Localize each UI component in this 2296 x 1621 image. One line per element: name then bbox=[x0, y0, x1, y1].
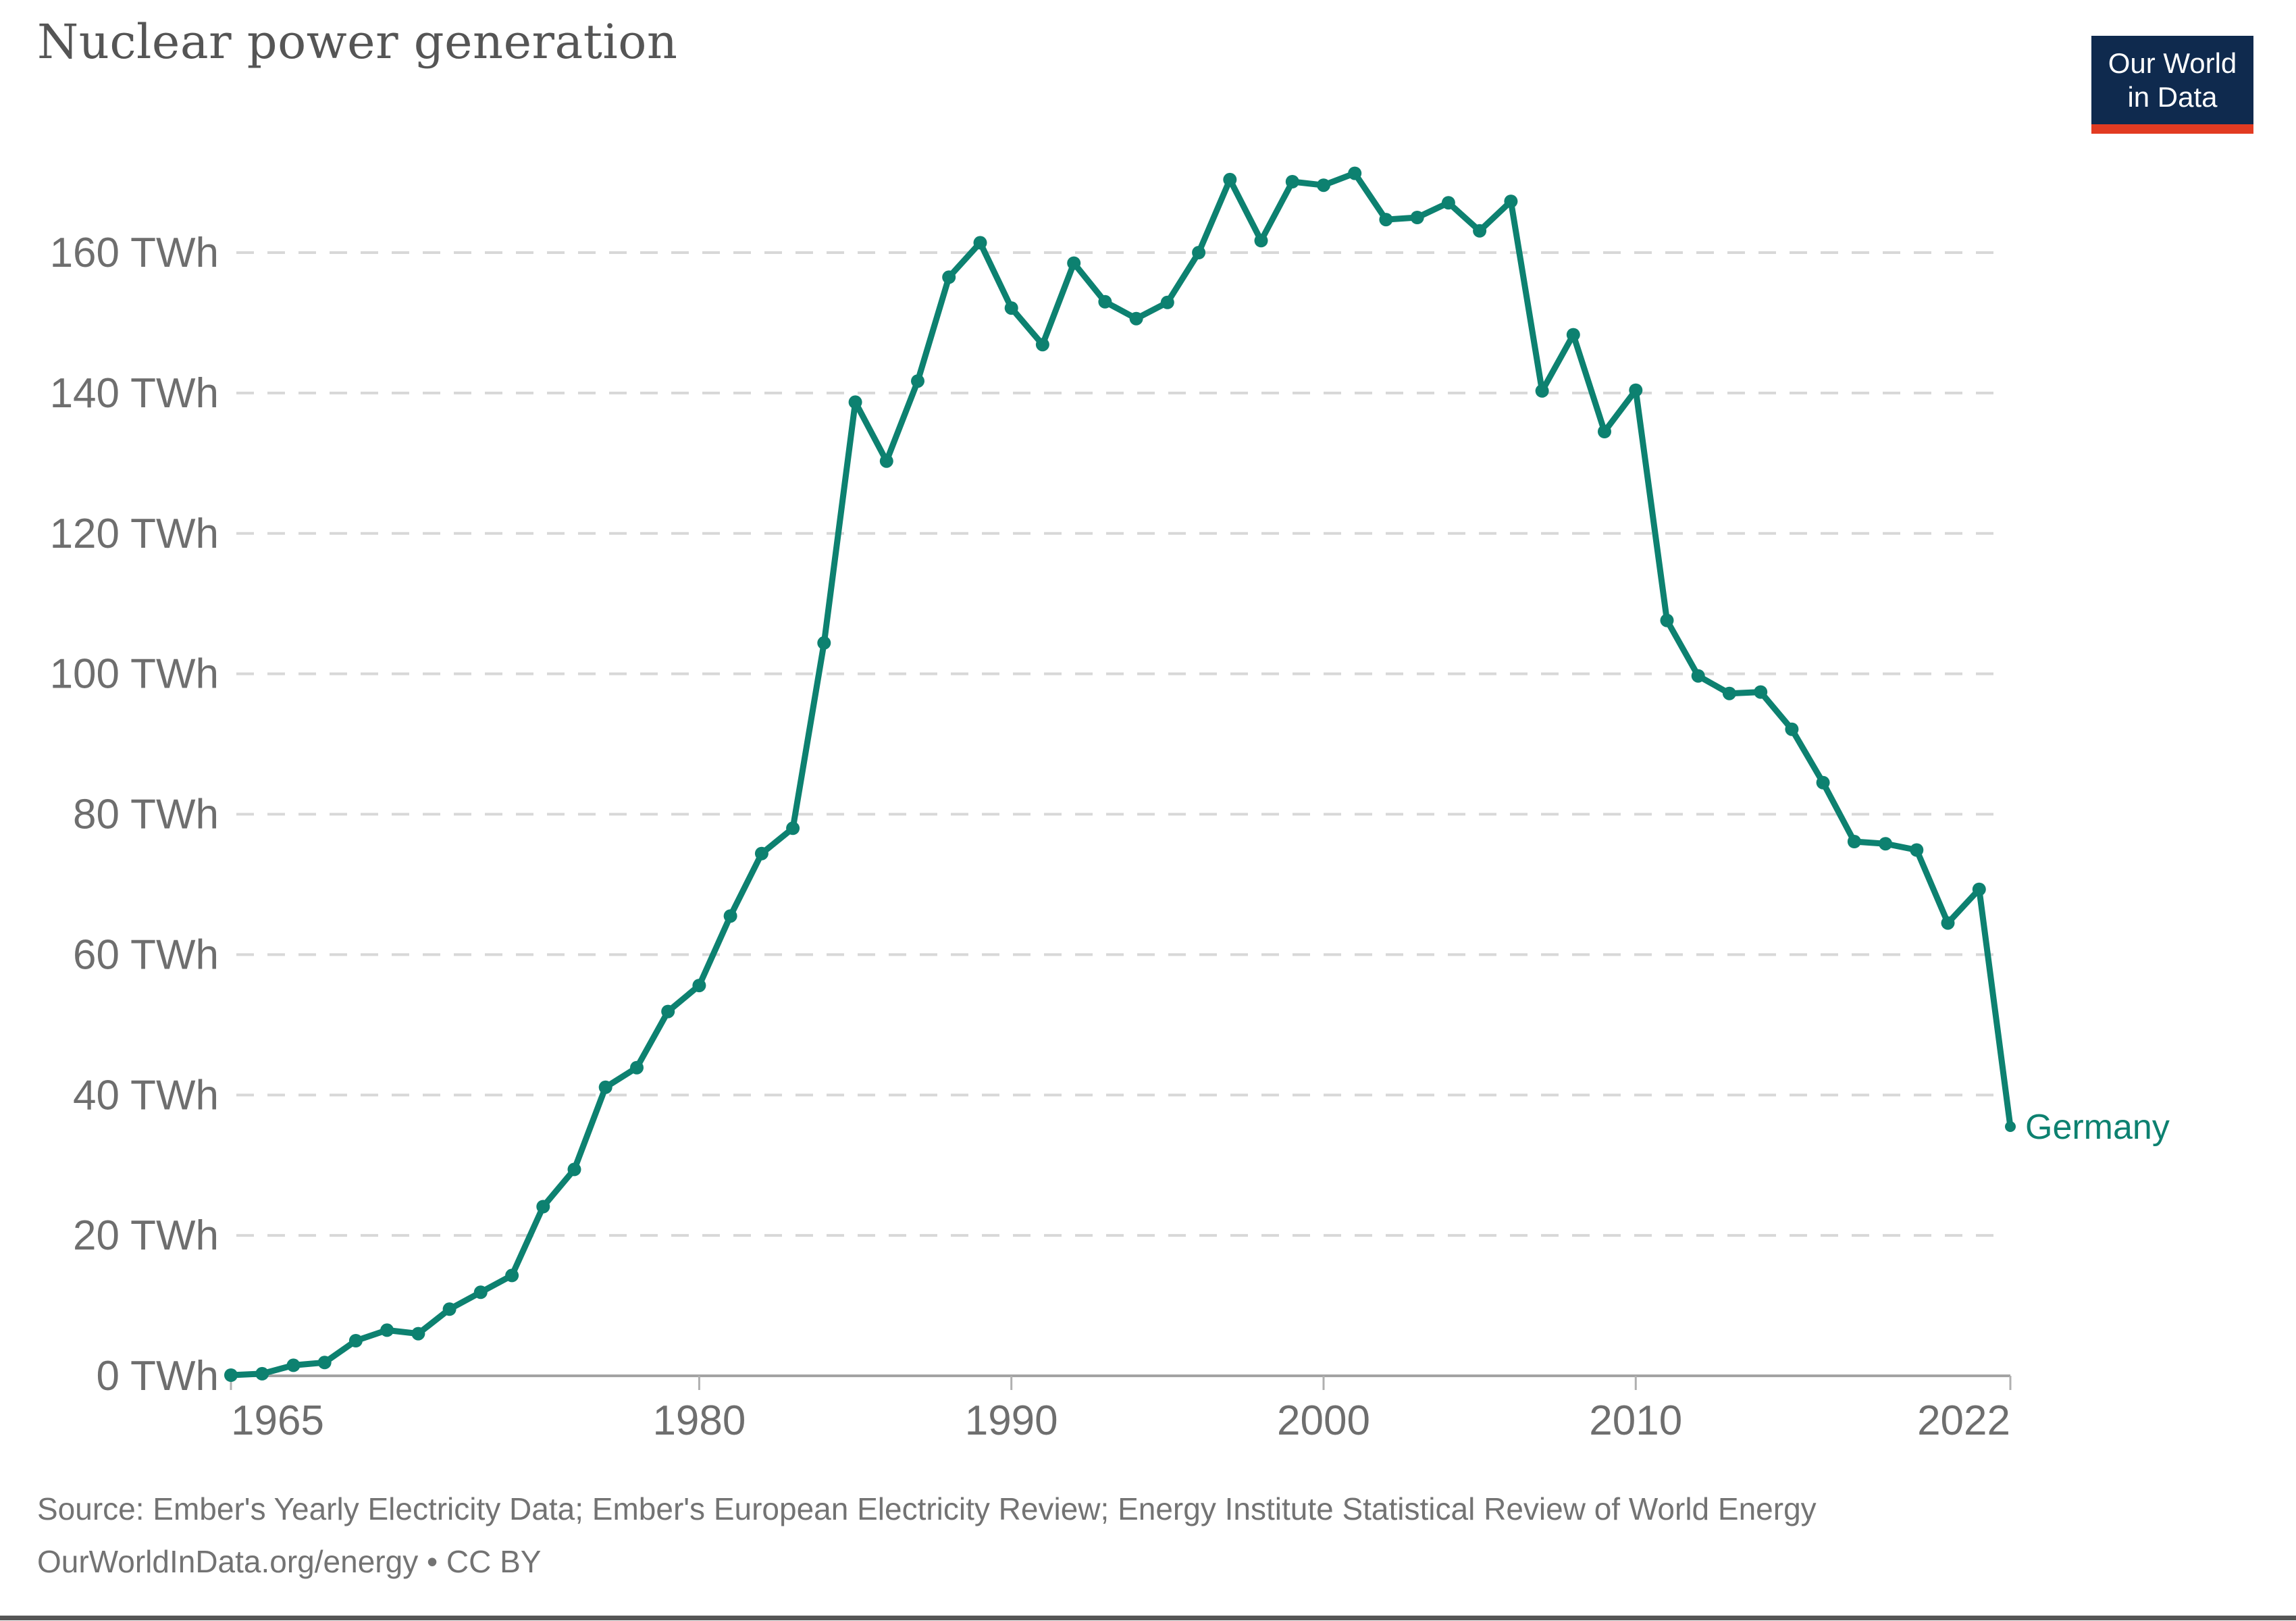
owid-logo-line1: Our World bbox=[2108, 47, 2237, 79]
y-tick-label: 100 TWh bbox=[50, 651, 219, 698]
data-point-2011[interactable] bbox=[1660, 613, 1674, 627]
data-point-2009[interactable] bbox=[1598, 425, 1611, 438]
data-point-2015[interactable] bbox=[1785, 722, 1799, 736]
data-point-2017[interactable] bbox=[1847, 835, 1861, 848]
data-point-1970[interactable] bbox=[380, 1323, 394, 1337]
data-point-2007[interactable] bbox=[1535, 384, 1549, 398]
x-tick-label: 1980 bbox=[652, 1397, 746, 1444]
data-point-2012[interactable] bbox=[1691, 669, 1705, 683]
data-point-2013[interactable] bbox=[1722, 686, 1736, 700]
data-point-2003[interactable] bbox=[1410, 211, 1424, 224]
series-end-label-germany[interactable]: Germany bbox=[2025, 1108, 2170, 1147]
owid-logo-text: Our World in Data bbox=[2091, 36, 2253, 124]
y-tick-label: 20 TWh bbox=[73, 1212, 219, 1259]
x-tick-label: 2000 bbox=[1277, 1397, 1370, 1444]
data-point-2006[interactable] bbox=[1504, 195, 1518, 209]
data-point-1999[interactable] bbox=[1285, 175, 1299, 188]
data-point-1987[interactable] bbox=[911, 374, 924, 388]
y-tick-label: 140 TWh bbox=[50, 370, 219, 417]
data-point-2008[interactable] bbox=[1566, 328, 1580, 342]
data-point-1969[interactable] bbox=[348, 1334, 363, 1347]
license-link[interactable]: OurWorldInData.org/energy • CC BY bbox=[37, 1544, 542, 1579]
page-title: Nuclear power generation bbox=[37, 14, 678, 70]
y-tick-label: 0 TWh bbox=[97, 1353, 219, 1399]
data-point-1997[interactable] bbox=[1223, 172, 1237, 186]
data-point-1986[interactable] bbox=[879, 454, 893, 468]
data-point-1980[interactable] bbox=[692, 979, 706, 993]
data-point-1989[interactable] bbox=[973, 236, 987, 250]
data-point-1977[interactable] bbox=[598, 1080, 612, 1094]
data-point-2014[interactable] bbox=[1754, 685, 1768, 699]
data-point-1976[interactable] bbox=[567, 1162, 581, 1177]
data-point-1978[interactable] bbox=[630, 1060, 644, 1075]
data-point-2018[interactable] bbox=[1879, 837, 1893, 851]
data-point-1992[interactable] bbox=[1067, 256, 1081, 270]
x-tick-label: 2022 bbox=[1917, 1397, 2010, 1444]
data-point-2001[interactable] bbox=[1348, 166, 1362, 180]
data-point-1998[interactable] bbox=[1254, 234, 1268, 248]
data-point-1991[interactable] bbox=[1035, 338, 1049, 352]
data-point-2022[interactable] bbox=[2005, 1121, 2016, 1132]
data-point-1993[interactable] bbox=[1098, 294, 1112, 309]
data-point-1974[interactable] bbox=[505, 1268, 519, 1283]
data-point-1981[interactable] bbox=[723, 909, 737, 923]
y-tick-label: 160 TWh bbox=[50, 230, 219, 276]
data-point-1994[interactable] bbox=[1129, 311, 1143, 326]
data-point-1983[interactable] bbox=[786, 821, 800, 835]
data-point-1965[interactable] bbox=[224, 1368, 238, 1382]
series-line-germany[interactable] bbox=[228, 170, 2014, 1379]
owid-logo-accent-bar bbox=[2091, 124, 2253, 134]
data-point-1985[interactable] bbox=[848, 395, 862, 409]
data-point-1979[interactable] bbox=[661, 1004, 675, 1019]
y-tick-label: 120 TWh bbox=[50, 511, 219, 557]
x-tick-label: 1965 bbox=[231, 1397, 324, 1444]
data-point-1984[interactable] bbox=[817, 636, 831, 650]
x-tick-label: 2010 bbox=[1589, 1397, 1682, 1444]
data-point-1995[interactable] bbox=[1160, 295, 1174, 309]
y-tick-label: 60 TWh bbox=[73, 931, 219, 978]
data-point-2000[interactable] bbox=[1317, 178, 1330, 192]
data-point-1975[interactable] bbox=[536, 1200, 550, 1214]
data-point-1966[interactable] bbox=[255, 1366, 269, 1381]
data-point-1996[interactable] bbox=[1192, 246, 1206, 259]
y-tick-label: 80 TWh bbox=[73, 792, 219, 838]
data-point-1968[interactable] bbox=[317, 1356, 332, 1370]
data-point-1971[interactable] bbox=[411, 1327, 425, 1341]
data-point-2005[interactable] bbox=[1473, 224, 1487, 238]
owid-logo[interactable]: Our World in Data bbox=[2091, 36, 2253, 134]
data-point-1988[interactable] bbox=[942, 270, 956, 284]
data-point-2016[interactable] bbox=[1816, 775, 1830, 790]
source-line: Source: Ember's Yearly Electricity Data;… bbox=[37, 1491, 1817, 1526]
data-point-1967[interactable] bbox=[286, 1358, 301, 1372]
bottom-divider bbox=[0, 1616, 2296, 1620]
data-point-1982[interactable] bbox=[754, 846, 768, 860]
y-tick-label: 40 TWh bbox=[73, 1072, 219, 1118]
data-point-2019[interactable] bbox=[1910, 843, 1924, 857]
data-point-1973[interactable] bbox=[473, 1285, 488, 1300]
data-point-1990[interactable] bbox=[1004, 301, 1018, 315]
owid-logo-line2: in Data bbox=[2127, 80, 2218, 113]
data-point-2010[interactable] bbox=[1629, 383, 1643, 397]
data-point-2021[interactable] bbox=[1972, 882, 1986, 896]
data-point-2020[interactable] bbox=[1941, 916, 1955, 930]
data-point-2002[interactable] bbox=[1379, 213, 1393, 227]
data-point-2004[interactable] bbox=[1441, 196, 1455, 210]
x-tick-label: 1990 bbox=[965, 1397, 1058, 1444]
data-point-1972[interactable] bbox=[442, 1302, 456, 1316]
